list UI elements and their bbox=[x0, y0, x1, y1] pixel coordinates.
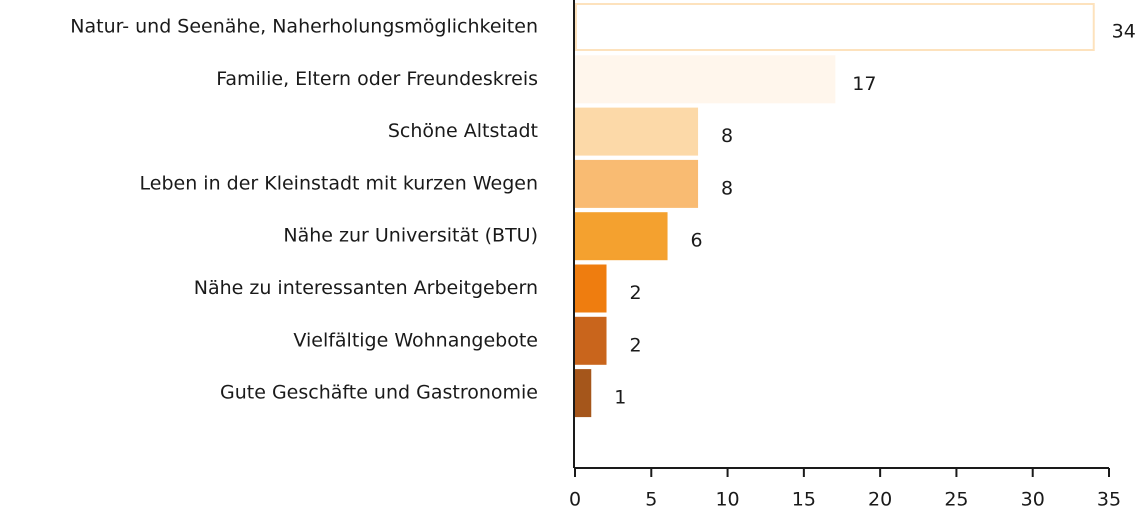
y-tick-label: Nähe zu interessanten Arbeitgebern bbox=[194, 277, 538, 299]
y-tick-label: Natur- und Seenähe, Naherholungsmöglichk… bbox=[70, 16, 538, 38]
value-label: 1 bbox=[614, 387, 626, 409]
y-tick-label: Schöne Altstadt bbox=[388, 120, 538, 142]
value-label: 17 bbox=[852, 73, 876, 95]
value-label: 6 bbox=[690, 230, 702, 252]
x-tick-label: 5 bbox=[645, 489, 657, 511]
value-label: 34 bbox=[1112, 21, 1136, 43]
x-tick-label: 25 bbox=[944, 489, 968, 511]
x-tick-label: 15 bbox=[792, 489, 816, 511]
x-tick-label: 30 bbox=[1021, 489, 1045, 511]
x-tick-label: 35 bbox=[1097, 489, 1121, 511]
bar bbox=[575, 3, 1095, 51]
bar bbox=[575, 369, 592, 418]
value-label: 2 bbox=[629, 334, 641, 356]
y-tick-label: Nähe zur Universität (BTU) bbox=[283, 225, 538, 247]
bar bbox=[575, 264, 607, 313]
bar bbox=[575, 55, 836, 104]
bar bbox=[575, 316, 607, 365]
x-tick-label: 20 bbox=[868, 489, 892, 511]
value-label: 8 bbox=[721, 177, 733, 199]
bar bbox=[575, 107, 699, 156]
x-tick-label: 0 bbox=[569, 489, 581, 511]
value-label: 2 bbox=[629, 282, 641, 304]
y-tick-label: Leben in der Kleinstadt mit kurzen Wegen bbox=[140, 172, 538, 194]
x-tick-label: 10 bbox=[715, 489, 739, 511]
y-tick-label: Vielfältige Wohnangebote bbox=[293, 329, 538, 351]
y-tick-label: Gute Geschäfte und Gastronomie bbox=[220, 382, 538, 404]
value-label: 8 bbox=[721, 125, 733, 147]
bar bbox=[575, 212, 668, 261]
y-tick-label: Familie, Eltern oder Freundeskreis bbox=[216, 68, 538, 90]
bar bbox=[575, 159, 699, 208]
